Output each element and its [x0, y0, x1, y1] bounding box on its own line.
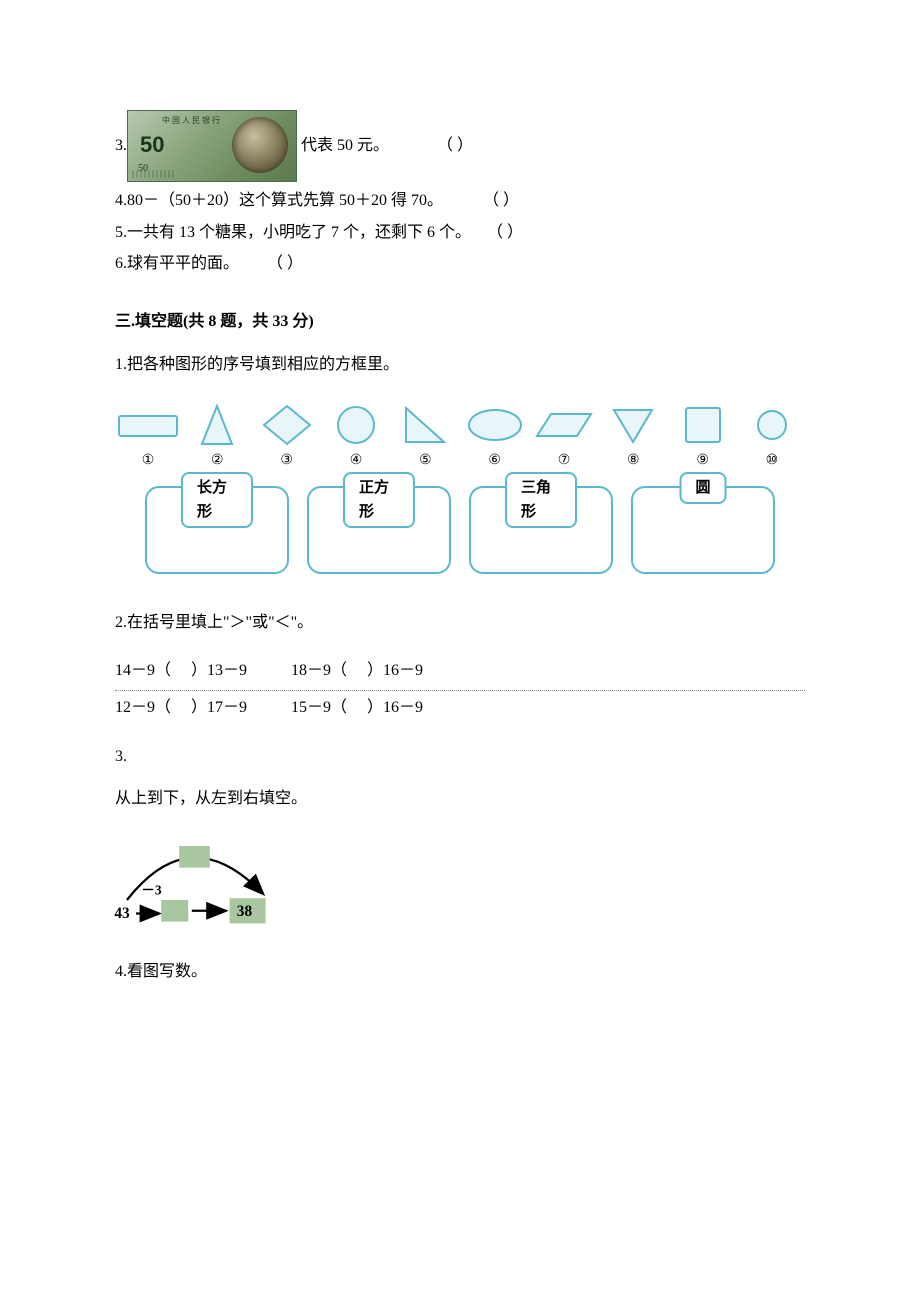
- shape-triangle-icon: [186, 402, 248, 448]
- flow-start-value: 43: [114, 905, 130, 922]
- q4-spacer: [443, 188, 483, 214]
- s3-q2-row1: 14－9（ ）13－9 18－9（ ）16－9: [115, 652, 805, 691]
- shape-2: ②: [184, 402, 250, 472]
- shape-num-3: ③: [280, 450, 293, 472]
- s3-q2-row2: 12－9（ ）17－9 15－9（ ）16－9: [115, 695, 805, 721]
- q5-spacer: [471, 220, 487, 246]
- q6-text: 6.球有平平的面。: [115, 251, 239, 277]
- shape-num-10: ⑩: [766, 450, 779, 472]
- q3-blank: （ ）: [437, 133, 473, 159]
- s3-q3-text: 从上到下，从左到右填空。: [115, 786, 805, 812]
- shape-8: ⑧: [600, 402, 666, 472]
- q6-spacer: [239, 251, 267, 277]
- cat-square: 正方形: [307, 486, 451, 574]
- shape-num-5: ⑤: [419, 450, 432, 472]
- shape-num-4: ④: [350, 450, 363, 472]
- shape-square-icon: [672, 402, 734, 448]
- question-4-line: 4.80－（50＋20）这个算式先算 50＋20 得 70。 （ ）: [115, 188, 805, 214]
- shape-inverted-triangle-icon: [602, 402, 664, 448]
- banknote-serial: [132, 170, 176, 178]
- shape-num-8: ⑧: [627, 450, 640, 472]
- cat-triangle: 三角形: [469, 486, 613, 574]
- arithmetic-flow-diagram: －3 43 38: [109, 827, 289, 937]
- s3-q1-text: 1.把各种图形的序号填到相应的方框里。: [115, 352, 805, 378]
- shape-6: ⑥: [462, 402, 528, 472]
- shape-num-9: ⑨: [696, 450, 709, 472]
- q4-text: 4.80－（50＋20）这个算式先算 50＋20 得 70。: [115, 188, 443, 214]
- shape-num-6: ⑥: [488, 450, 501, 472]
- shape-num-1: ①: [142, 450, 155, 472]
- q5-text: 5.一共有 13 个糖果，小明吃了 7 个，还剩下 6 个。: [115, 220, 471, 246]
- cat-circle-label: 圆: [679, 472, 726, 504]
- shape-1: ①: [115, 402, 181, 472]
- shape-9: ⑨: [670, 402, 736, 472]
- cat-triangle-label: 三角形: [505, 472, 577, 528]
- section-3-title: 三.填空题(共 8 题，共 33 分): [115, 309, 805, 335]
- q3-prefix: 3.: [115, 133, 127, 159]
- category-row: 长方形 正方形 三角形 圆: [115, 486, 805, 574]
- shape-num-7: ⑦: [558, 450, 571, 472]
- question-3-line: 3. 50 50 代表 50 元。 （ ）: [115, 110, 805, 182]
- s3-q3-label: 3.: [115, 744, 805, 770]
- shape-rectangle-icon: [117, 402, 179, 448]
- shape-small-circle-icon: [741, 402, 803, 448]
- q3-spacer: [389, 133, 437, 159]
- cat-square-label: 正方形: [343, 472, 415, 528]
- shape-4: ④: [323, 402, 389, 472]
- shape-5: ⑤: [392, 402, 458, 472]
- shape-3: ③: [254, 402, 320, 472]
- shape-num-2: ②: [211, 450, 224, 472]
- banknote-portrait: [232, 117, 288, 173]
- q5-blank: （ ）: [487, 220, 523, 246]
- q4-blank: （ ）: [483, 188, 519, 214]
- shape-right-triangle-icon: [394, 402, 456, 448]
- shape-circle-icon: [325, 402, 387, 448]
- shape-parallelogram-icon: [533, 402, 595, 448]
- shape-7: ⑦: [531, 402, 597, 472]
- banknote-50-image: 50 50: [127, 110, 297, 182]
- banknote-value: 50: [140, 127, 164, 162]
- shape-10: ⑩: [739, 402, 805, 472]
- shape-ellipse-icon: [464, 402, 526, 448]
- flow-minus-label: －3: [141, 883, 161, 898]
- flow-mid-box: [161, 900, 188, 922]
- s3-q4-text: 4.看图写数。: [115, 959, 805, 985]
- shapes-row: ① ② ③ ④ ⑤ ⑥ ⑦ ⑧ ⑨ ⑩: [115, 402, 805, 472]
- q6-blank: （ ）: [267, 251, 303, 277]
- s3-q2-row1-eq: 14－9（ ）13－9 18－9（ ）16－9: [115, 662, 423, 679]
- flow-end-value: 38: [237, 904, 253, 921]
- flow-top-box: [179, 846, 210, 868]
- q3-text: 代表 50 元。: [301, 133, 389, 159]
- cat-rectangle: 长方形: [145, 486, 289, 574]
- cat-rectangle-label: 长方形: [181, 472, 253, 528]
- s3-q2-text: 2.在括号里填上"＞"或"＜"。: [115, 610, 805, 636]
- shape-diamond-icon: [256, 402, 318, 448]
- question-6-line: 6.球有平平的面。 （ ）: [115, 251, 805, 277]
- question-5-line: 5.一共有 13 个糖果，小明吃了 7 个，还剩下 6 个。 （ ）: [115, 220, 805, 246]
- cat-circle: 圆: [631, 486, 775, 574]
